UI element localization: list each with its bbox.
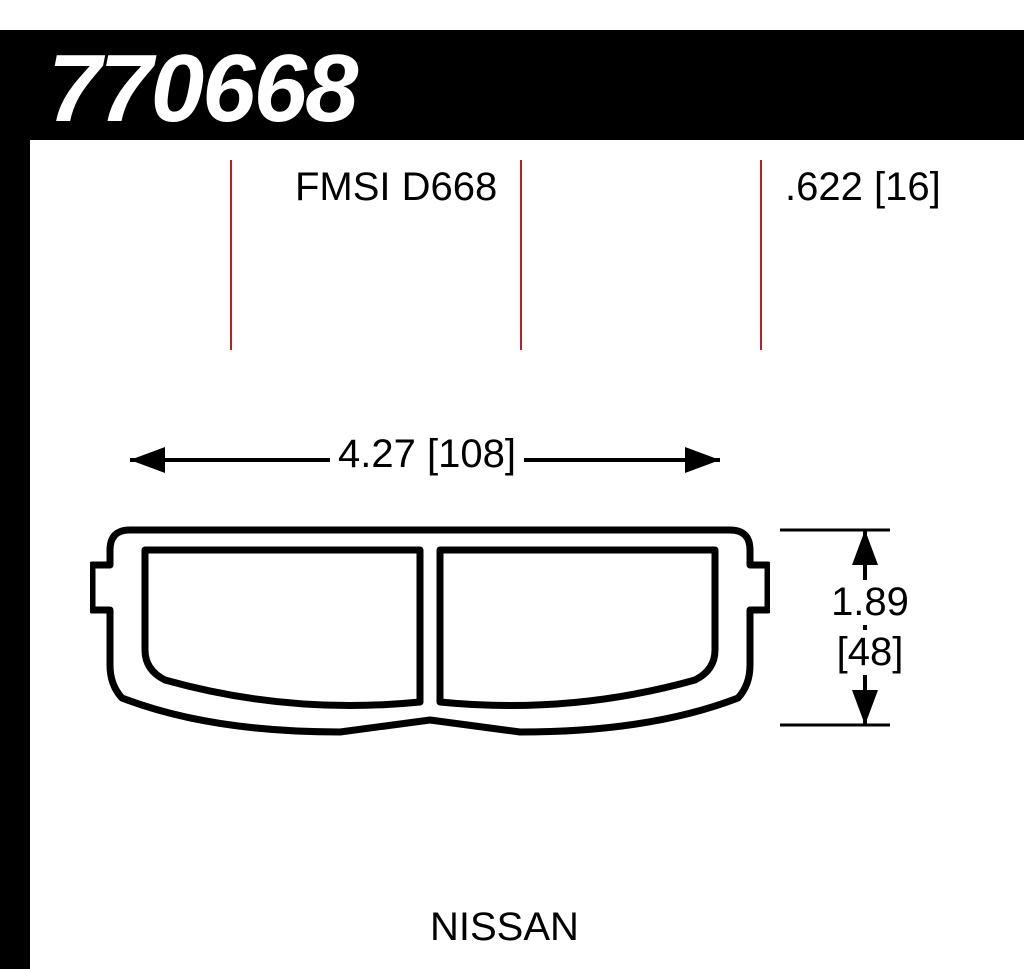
height-dimension-label-mm: [48] xyxy=(835,630,905,675)
height-dimension-label-inches: 1.89 xyxy=(825,580,915,625)
diagram-frame: 770668 FMSI D668 .622 [16] 4.27 [108] 1.… xyxy=(0,0,1024,969)
vehicle-make-label: NISSAN xyxy=(430,905,579,950)
height-dimension-arrow xyxy=(0,0,1024,969)
brake-pad-outline xyxy=(90,510,770,750)
